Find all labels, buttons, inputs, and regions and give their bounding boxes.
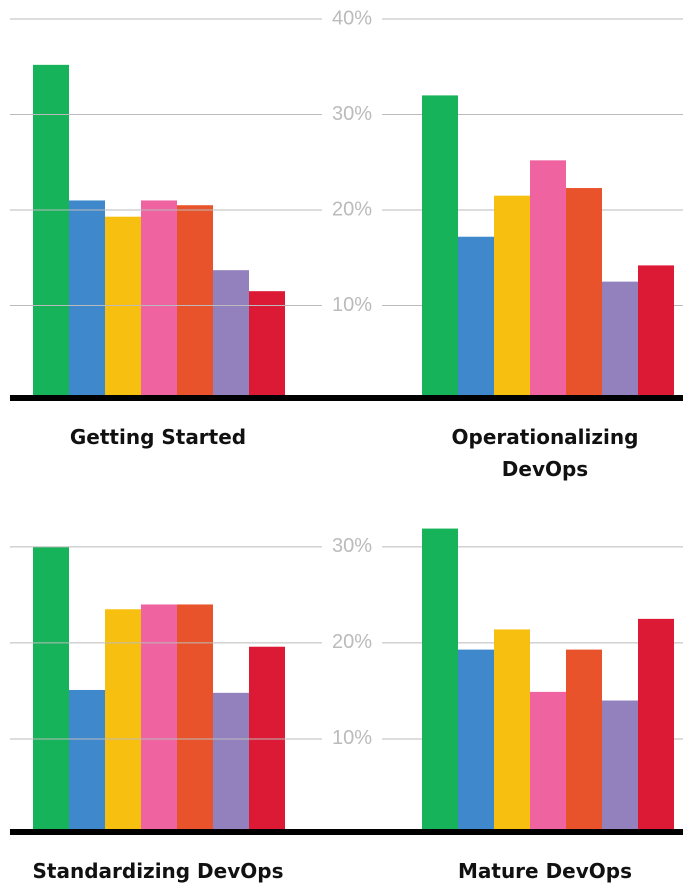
bar <box>249 291 285 401</box>
bar <box>177 604 213 835</box>
y-tick-label: 30% <box>332 103 372 125</box>
bar <box>213 692 249 835</box>
bar <box>494 195 530 401</box>
bar <box>422 95 458 402</box>
bar <box>530 691 566 835</box>
bar <box>638 618 674 835</box>
bar <box>422 528 458 835</box>
bar <box>33 64 69 401</box>
y-tick-label: 10% <box>332 294 372 316</box>
bar <box>105 216 141 401</box>
bar <box>458 649 494 835</box>
bar <box>602 281 638 401</box>
bar <box>566 188 602 401</box>
bar <box>69 200 105 401</box>
y-tick-label: 10% <box>332 727 372 749</box>
baseline <box>10 829 683 835</box>
bar <box>33 546 69 835</box>
bar <box>177 205 213 401</box>
bar <box>105 609 141 835</box>
y-tick-label: 20% <box>332 631 372 653</box>
y-tick-label: 40% <box>332 7 372 29</box>
chart-title: Getting Started <box>69 425 247 449</box>
bar <box>213 270 249 401</box>
bar <box>249 646 285 835</box>
bar <box>458 236 494 401</box>
bar <box>530 160 566 401</box>
bar <box>602 700 638 835</box>
bar <box>566 649 602 835</box>
bar <box>69 689 105 835</box>
chart-title: Operationalizing DevOps <box>451 425 639 481</box>
bar <box>638 265 674 401</box>
y-tick-label: 20% <box>332 198 372 220</box>
y-tick-label: 30% <box>332 535 372 557</box>
chart-title: Standardizing DevOps <box>32 859 284 883</box>
chart-title: Mature DevOps <box>457 859 632 883</box>
bar <box>494 629 530 835</box>
baseline <box>10 395 683 401</box>
bar <box>141 200 177 401</box>
bar <box>141 604 177 835</box>
